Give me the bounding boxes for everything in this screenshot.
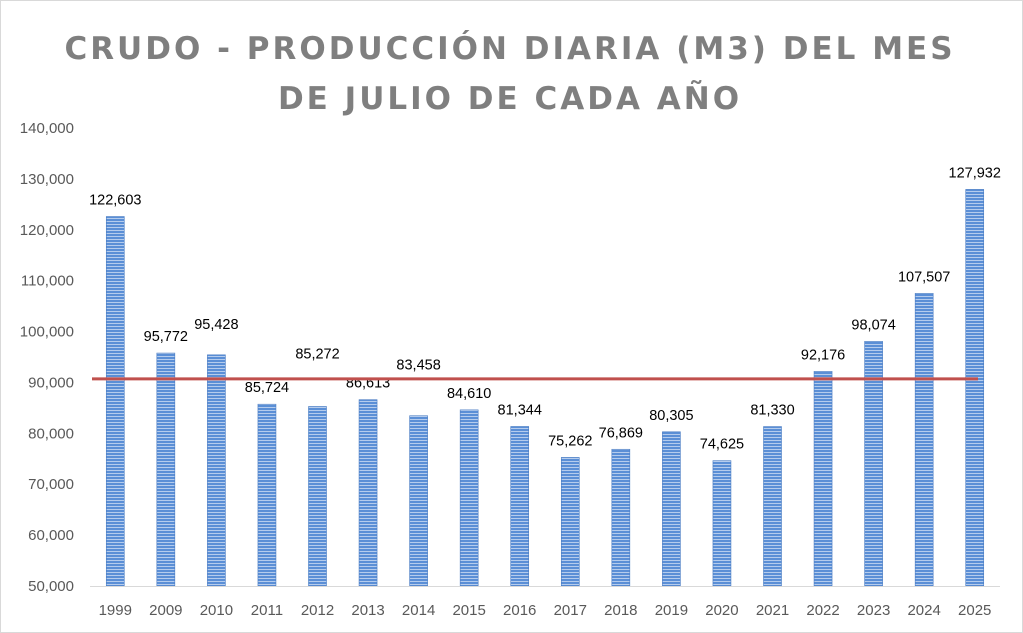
data-label-2025: 127,932 (949, 165, 1001, 181)
bar-2024 (914, 293, 934, 587)
data-label-2018: 76,869 (599, 425, 643, 441)
y-tick-label: 90,000 (28, 374, 74, 391)
data-label-1999: 122,603 (89, 193, 141, 209)
data-label-2009: 95,772 (144, 329, 188, 345)
x-tick-label: 2017 (554, 602, 587, 619)
data-label-2024: 107,507 (898, 269, 950, 285)
data-label-2012: 85,272 (295, 347, 339, 363)
bar-2019 (662, 431, 681, 587)
y-tick-label: 100,000 (20, 324, 74, 341)
bar-2020 (712, 460, 732, 587)
bars (105, 189, 985, 587)
x-tick-label: 2012 (301, 602, 334, 619)
x-tick-label: 2010 (200, 602, 233, 619)
data-label-2010: 95,428 (194, 317, 238, 333)
bar-2011 (257, 403, 277, 587)
x-tick-label: 2018 (604, 602, 637, 619)
chart-title: CRUDO - PRODUCCIÓN DIARIA (M3) DEL MES D… (60, 24, 960, 124)
y-tick-label: 130,000 (20, 171, 74, 188)
bar-2016 (510, 426, 530, 587)
x-tick-label: 1999 (99, 602, 132, 619)
chart-title-line-2: DE JULIO DE CADA AÑO (277, 81, 743, 117)
bar-1999 (105, 216, 125, 587)
y-tick-label: 80,000 (28, 425, 74, 442)
data-label-2022: 92,176 (801, 347, 845, 363)
data-label-2016: 81,344 (498, 402, 542, 418)
data-label-2020: 74,625 (700, 437, 744, 453)
x-tick-label: 2013 (351, 602, 384, 619)
x-tick-label: 2016 (503, 602, 536, 619)
bar-2022 (813, 371, 833, 587)
bar-2010 (207, 354, 226, 587)
x-tick-label: 2020 (705, 602, 738, 619)
data-label-2017: 75,262 (548, 433, 592, 449)
y-tick-label: 60,000 (28, 527, 74, 544)
y-tick-label: 120,000 (20, 222, 74, 239)
y-tick-label: 110,000 (21, 273, 74, 290)
x-tick-label: 2025 (958, 602, 991, 619)
bar-2018 (611, 448, 631, 587)
x-tick-label: 2021 (756, 602, 789, 619)
x-tick-label: 2015 (452, 602, 485, 619)
x-tick-label: 2023 (857, 602, 890, 619)
data-labels: 122,60395,77295,42885,72485,27286,61383,… (89, 165, 1001, 452)
bar-2014 (409, 415, 428, 587)
data-label-2019: 80,305 (649, 408, 693, 424)
bar-2021 (763, 426, 782, 587)
data-label-2014: 83,458 (396, 358, 440, 374)
data-label-2021: 81,330 (750, 403, 794, 419)
bar-2015 (459, 409, 479, 587)
chart-title-line-1: CRUDO - PRODUCCIÓN DIARIA (M3) DEL MES (64, 31, 956, 67)
bar-2013 (358, 399, 378, 587)
x-tick-label: 2019 (655, 602, 688, 619)
y-tick-label: 70,000 (28, 476, 74, 493)
bar-2012 (308, 406, 327, 587)
x-axis-ticks: 1999 2009 2010 2011 2012 2013 2014 2015 2016 2017… (99, 602, 992, 619)
data-label-2023: 98,074 (851, 317, 895, 333)
x-tick-label: 2014 (402, 602, 435, 619)
x-tick-label: 2024 (907, 602, 940, 619)
bar-2017 (560, 457, 580, 587)
y-tick-label: 140,000 (20, 120, 74, 137)
bar-2025 (965, 189, 985, 587)
y-axis-ticks: 50,000 60,000 70,000 80,000 90,000 100,000 110… (20, 120, 74, 595)
x-tick-label: 2009 (149, 602, 182, 619)
data-label-2011: 85,724 (245, 380, 289, 396)
data-label-2015: 84,610 (447, 386, 491, 402)
bar-2009 (156, 352, 176, 587)
x-tick-label: 2022 (806, 602, 839, 619)
x-tick-label: 2011 (251, 602, 283, 619)
y-tick-label: 50,000 (28, 578, 74, 595)
